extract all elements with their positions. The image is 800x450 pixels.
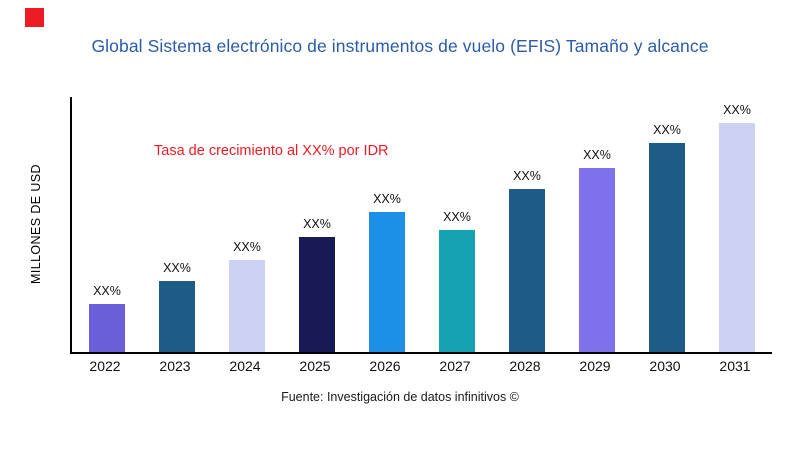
x-tick-2026: 2026	[369, 358, 401, 374]
x-tick-2023: 2023	[159, 358, 191, 374]
x-axis-ticks: 2022 2023 2024 2025 2026 2027 2028 2029 2030 2031	[70, 358, 770, 374]
bar-value-label-2022: XX%	[93, 283, 121, 298]
x-tick-2027: 2027	[439, 358, 471, 374]
bar-2028	[509, 188, 545, 352]
bar-slot-2027: XX%	[422, 97, 492, 352]
bar-slot-2025: XX%	[282, 97, 352, 352]
bar-value-label-2028: XX%	[513, 168, 541, 183]
bar-value-label-2030: XX%	[653, 122, 681, 137]
x-tick-2028: 2028	[509, 358, 541, 374]
x-tick-2030: 2030	[649, 358, 681, 374]
source-caption: Fuente: Investigación de datos infinitiv…	[281, 390, 519, 404]
bar-2024	[229, 260, 265, 352]
bar-2027	[439, 229, 475, 352]
bar-value-label-2023: XX%	[163, 260, 191, 275]
bar-slot-2022: XX%	[72, 97, 142, 352]
bar-slot-2030: XX%	[632, 97, 702, 352]
bar-2026	[369, 211, 405, 352]
bar-2031	[719, 122, 755, 352]
bar-slot-2023: XX%	[142, 97, 212, 352]
bar-slot-2031: XX%	[702, 97, 772, 352]
growth-annotation: Tasa de crecimiento al XX% por IDR	[154, 143, 389, 159]
bar-value-label-2031: XX%	[723, 102, 751, 117]
x-tick-2031: 2031	[719, 358, 751, 374]
bar-value-label-2026: XX%	[373, 191, 401, 206]
bar-2029	[579, 168, 615, 352]
bar-value-label-2025: XX%	[303, 217, 331, 232]
bar-2030	[649, 142, 685, 352]
bar-value-label-2027: XX%	[443, 209, 471, 224]
y-axis-label: MILLONES DE USD	[29, 164, 43, 284]
x-tick-2024: 2024	[229, 358, 261, 374]
bar-slot-2028: XX%	[492, 97, 562, 352]
bar-slot-2024: XX%	[212, 97, 282, 352]
x-tick-2022: 2022	[89, 358, 121, 374]
chart-title: Global Sistema electrónico de instrument…	[91, 36, 709, 56]
bar-value-label-2029: XX%	[583, 148, 611, 163]
bars-container: XX% XX% XX% XX% XX% XX% XX% XX% XX% XX%	[72, 97, 772, 352]
bar-value-label-2024: XX%	[233, 240, 261, 255]
bar-slot-2029: XX%	[562, 97, 632, 352]
plot-area: Tasa de crecimiento al XX% por IDR XX% XX…	[70, 97, 772, 354]
x-tick-2025: 2025	[299, 358, 331, 374]
bar-slot-2026: XX%	[352, 97, 422, 352]
logo-mark	[25, 8, 44, 27]
bar-2025	[299, 237, 335, 352]
bar-2022	[89, 303, 125, 352]
bar-2023	[159, 280, 195, 352]
x-tick-2029: 2029	[579, 358, 611, 374]
